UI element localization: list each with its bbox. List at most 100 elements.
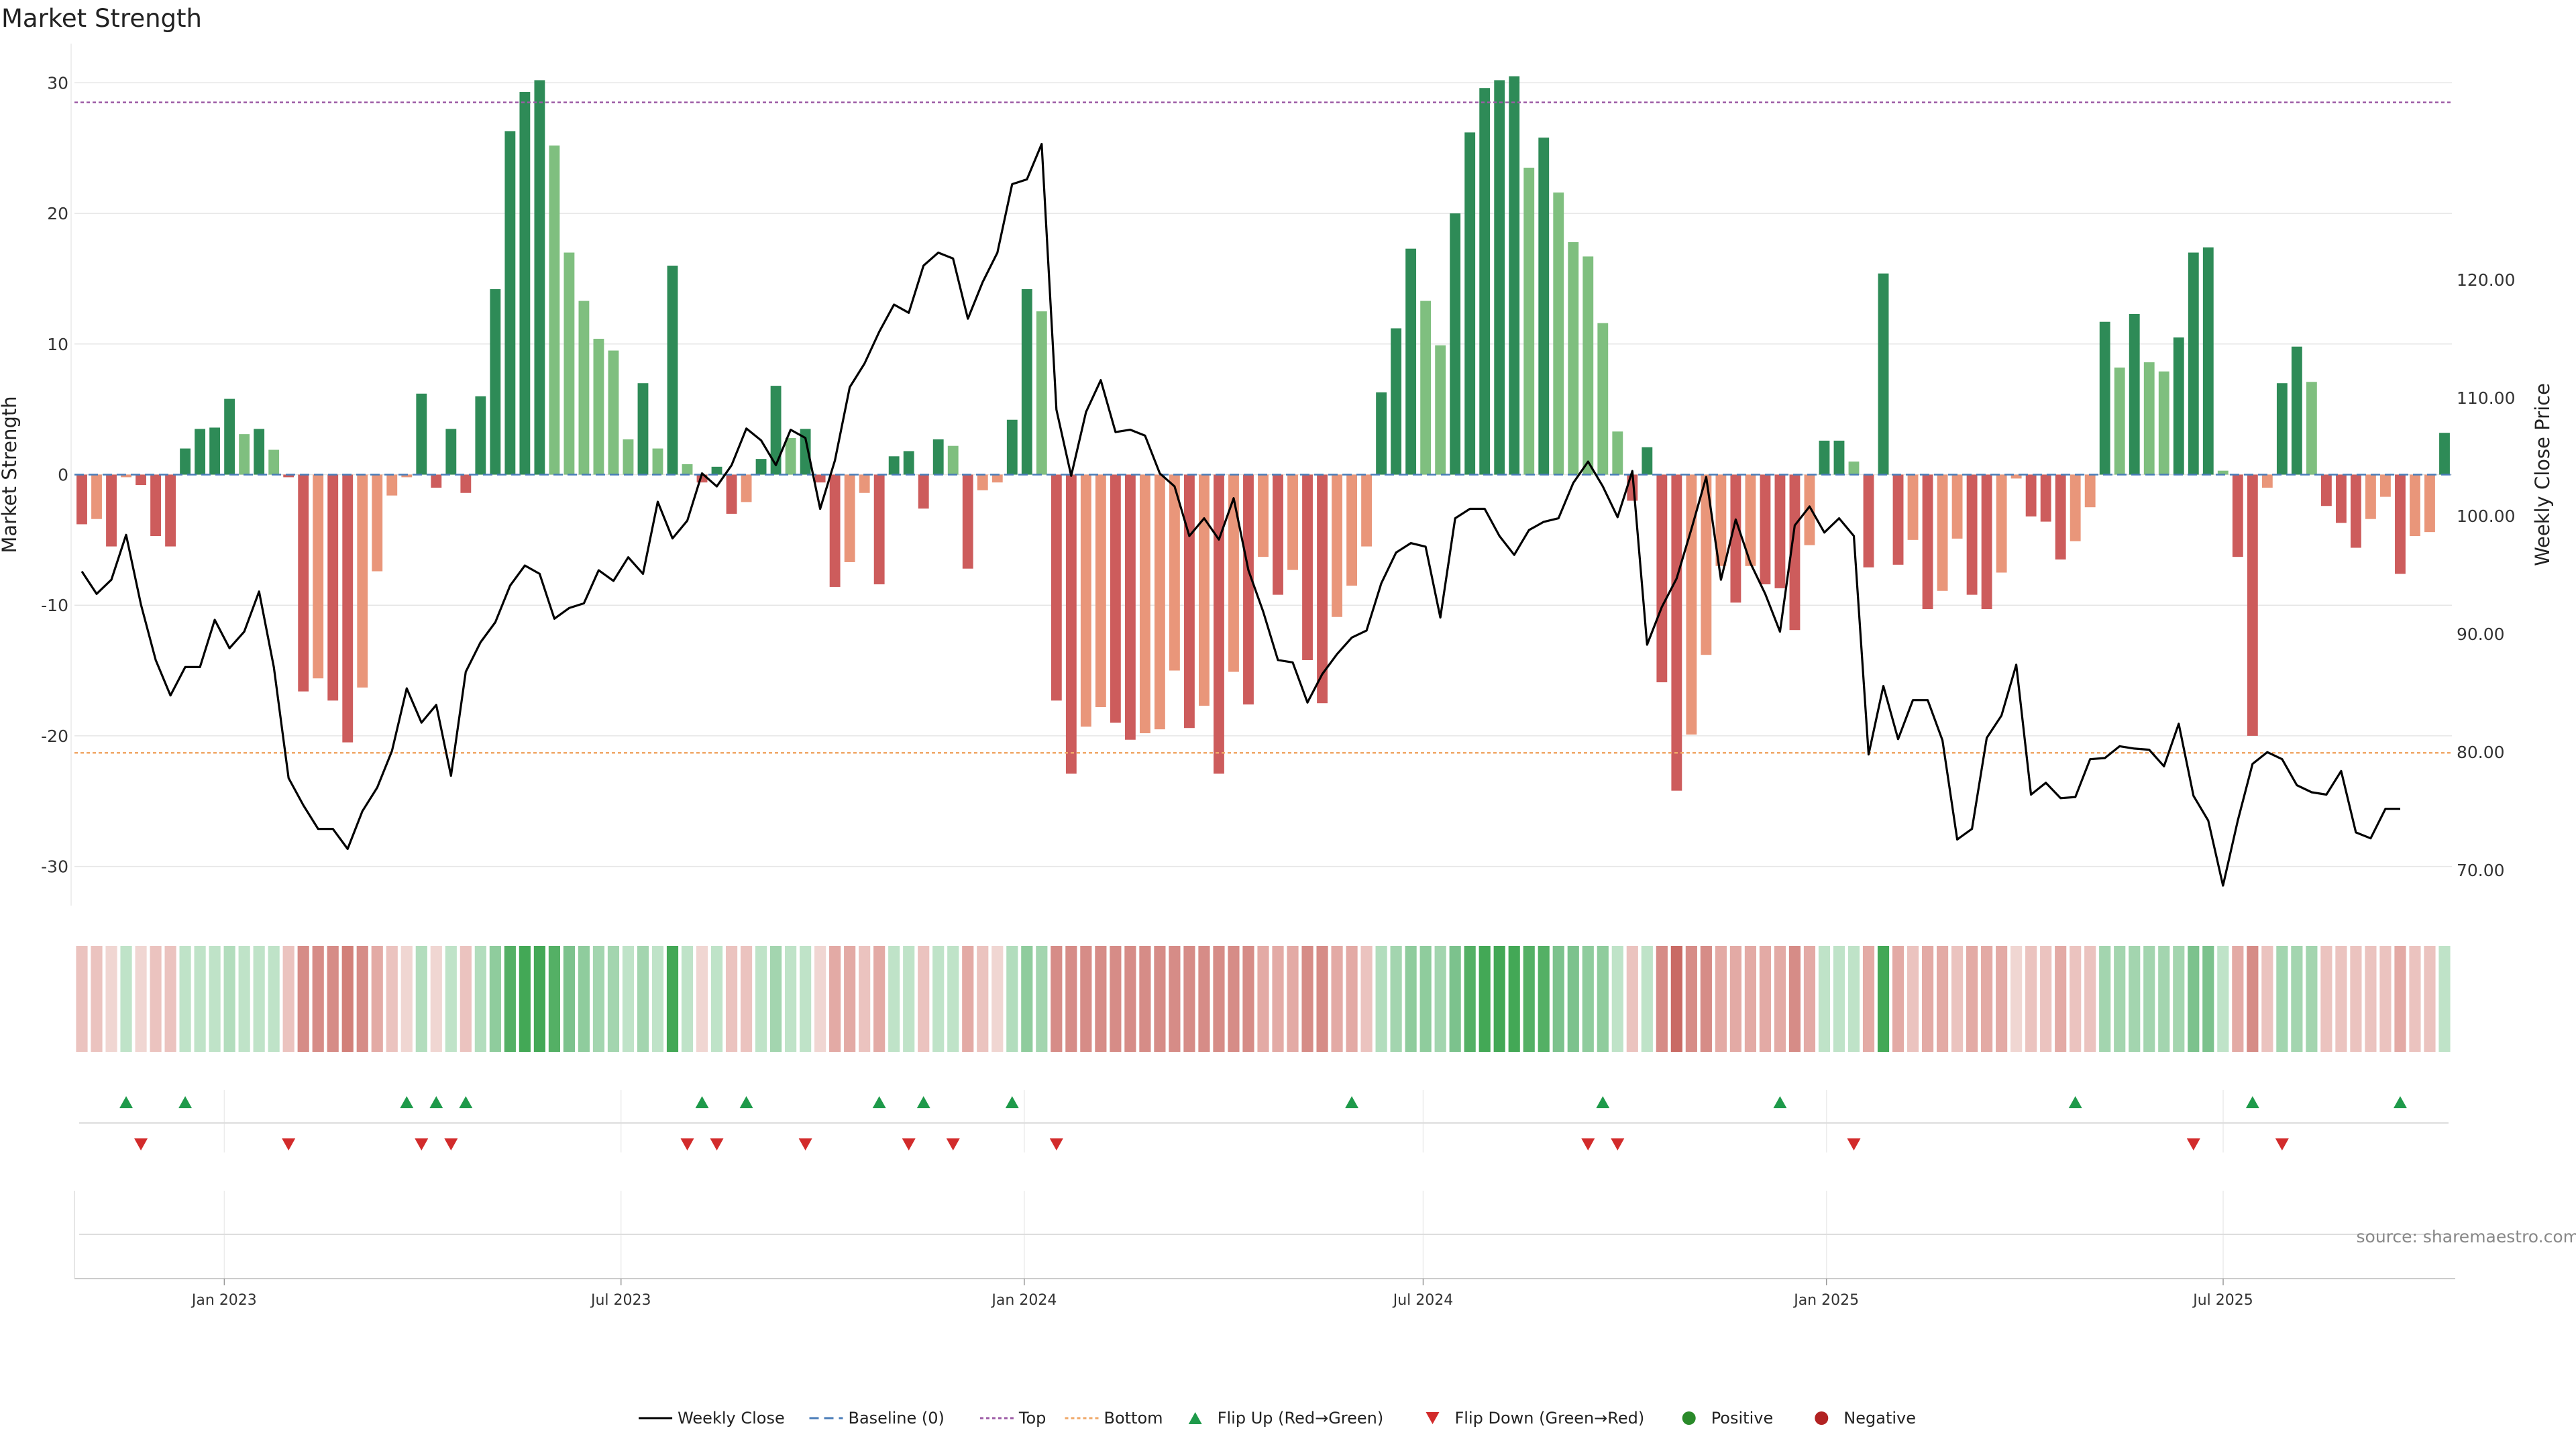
y-tick-label: 0 — [58, 466, 68, 485]
legend-item: Positive — [1682, 1409, 1773, 1428]
heat-cell — [2055, 946, 2067, 1052]
strength-bar — [2143, 362, 2155, 475]
heat-cell — [238, 946, 250, 1052]
strength-bar — [2217, 470, 2229, 475]
legend-label: Weekly Close — [678, 1409, 785, 1428]
strength-bar — [1833, 440, 1845, 475]
strength-bar — [2099, 321, 2110, 475]
heat-cell — [1641, 946, 1653, 1052]
flip-down-marker — [946, 1138, 960, 1150]
heat-cell — [282, 946, 294, 1052]
heat-cell — [1360, 946, 1373, 1052]
strength-bar — [1036, 311, 1047, 475]
strength-heat-strip — [76, 946, 2451, 1052]
heat-cell — [1685, 946, 1697, 1052]
strength-bar — [2276, 383, 2288, 475]
heat-cell — [1729, 946, 1741, 1052]
flip-down-marker — [1847, 1138, 1861, 1150]
heat-cell — [2217, 946, 2229, 1052]
flip-down-marker — [1049, 1138, 1063, 1150]
flip-down-marker — [2275, 1138, 2289, 1150]
strength-bar — [2247, 474, 2258, 736]
heat-cell — [947, 946, 959, 1052]
strength-bar — [888, 456, 900, 475]
strength-bar — [1450, 213, 1461, 475]
legend-label: Flip Down (Green→Red) — [1455, 1409, 1645, 1428]
strength-bar — [2291, 346, 2302, 475]
heat-cell — [563, 946, 576, 1052]
weekly-close-line — [80, 143, 2400, 887]
strength-bar — [165, 474, 176, 547]
heat-cell — [637, 946, 649, 1052]
y-tick-label: 10 — [47, 335, 68, 354]
y2-tick-label: 80.00 — [2457, 743, 2505, 762]
heat-cell — [209, 946, 221, 1052]
strength-bar — [1139, 474, 1150, 733]
legend-label: Bottom — [1104, 1409, 1163, 1428]
flip-markers-panel — [79, 1090, 2449, 1152]
heat-cell — [1847, 946, 1860, 1052]
heat-cell — [2099, 946, 2111, 1052]
heat-cell — [1493, 946, 1505, 1052]
heat-cell — [2129, 946, 2141, 1052]
x-tick-label: Jul 2023 — [590, 1292, 651, 1309]
strength-bar — [1006, 419, 1018, 475]
strength-bar — [564, 252, 575, 475]
strength-bar — [2040, 474, 2051, 522]
strength-bar — [918, 474, 929, 509]
y-tick-label: -30 — [41, 857, 68, 877]
heat-cell — [2114, 946, 2126, 1052]
strength-bar — [490, 289, 501, 475]
strength-bar — [1878, 273, 1889, 475]
heat-cell — [2084, 946, 2096, 1052]
heat-cell — [1110, 946, 1122, 1052]
strength-bar — [2173, 337, 2184, 475]
heat-cell — [386, 946, 398, 1052]
heat-cell — [1818, 946, 1831, 1052]
heat-cell — [1626, 946, 1638, 1052]
heat-cell — [1479, 946, 1491, 1052]
strength-bar — [1095, 474, 1106, 708]
heat-cell — [1051, 946, 1063, 1052]
strength-bar — [1184, 474, 1195, 729]
heat-cell — [415, 946, 427, 1052]
strength-bar — [460, 474, 472, 493]
flip-down-marker — [2186, 1138, 2200, 1150]
y2-tick-label: 110.00 — [2457, 388, 2515, 408]
heat-cell — [2261, 946, 2273, 1052]
strength-bar — [1774, 474, 1786, 588]
flip-down-marker — [282, 1138, 296, 1150]
strength-bar — [1376, 392, 1387, 475]
heat-cell — [2320, 946, 2332, 1052]
strength-bar — [873, 474, 885, 585]
heat-cell — [666, 946, 679, 1052]
strength-bar — [2158, 371, 2169, 475]
strength-bar — [2395, 474, 2406, 574]
heat-cell — [1198, 946, 1210, 1052]
strength-bar — [76, 474, 87, 525]
legend-swatch-flip-up-icon — [1188, 1412, 1202, 1424]
strength-bar — [785, 437, 796, 475]
y-tick-label: 20 — [47, 204, 68, 223]
heat-cell — [962, 946, 974, 1052]
heat-cell — [341, 946, 354, 1052]
flip-up-marker — [119, 1096, 133, 1108]
heat-cell — [105, 946, 117, 1052]
strength-bar — [2424, 474, 2435, 533]
strength-bar — [1848, 462, 1860, 475]
legend-item: Baseline (0) — [809, 1409, 945, 1428]
flip-up-marker — [1005, 1096, 1019, 1108]
heat-cell — [2438, 946, 2451, 1052]
heat-cell — [622, 946, 635, 1052]
strength-bar — [416, 393, 427, 475]
heat-cell — [1670, 946, 1682, 1052]
legend-swatch-negative — [1815, 1411, 1829, 1425]
strength-bar — [2202, 247, 2214, 475]
heat-cell — [2424, 946, 2436, 1052]
heat-cell — [2188, 946, 2200, 1052]
heat-cell — [1065, 946, 1077, 1052]
strength-bar — [1332, 474, 1342, 617]
heat-cell — [1301, 946, 1313, 1052]
strength-bar — [136, 474, 146, 486]
heat-cell — [430, 946, 442, 1052]
